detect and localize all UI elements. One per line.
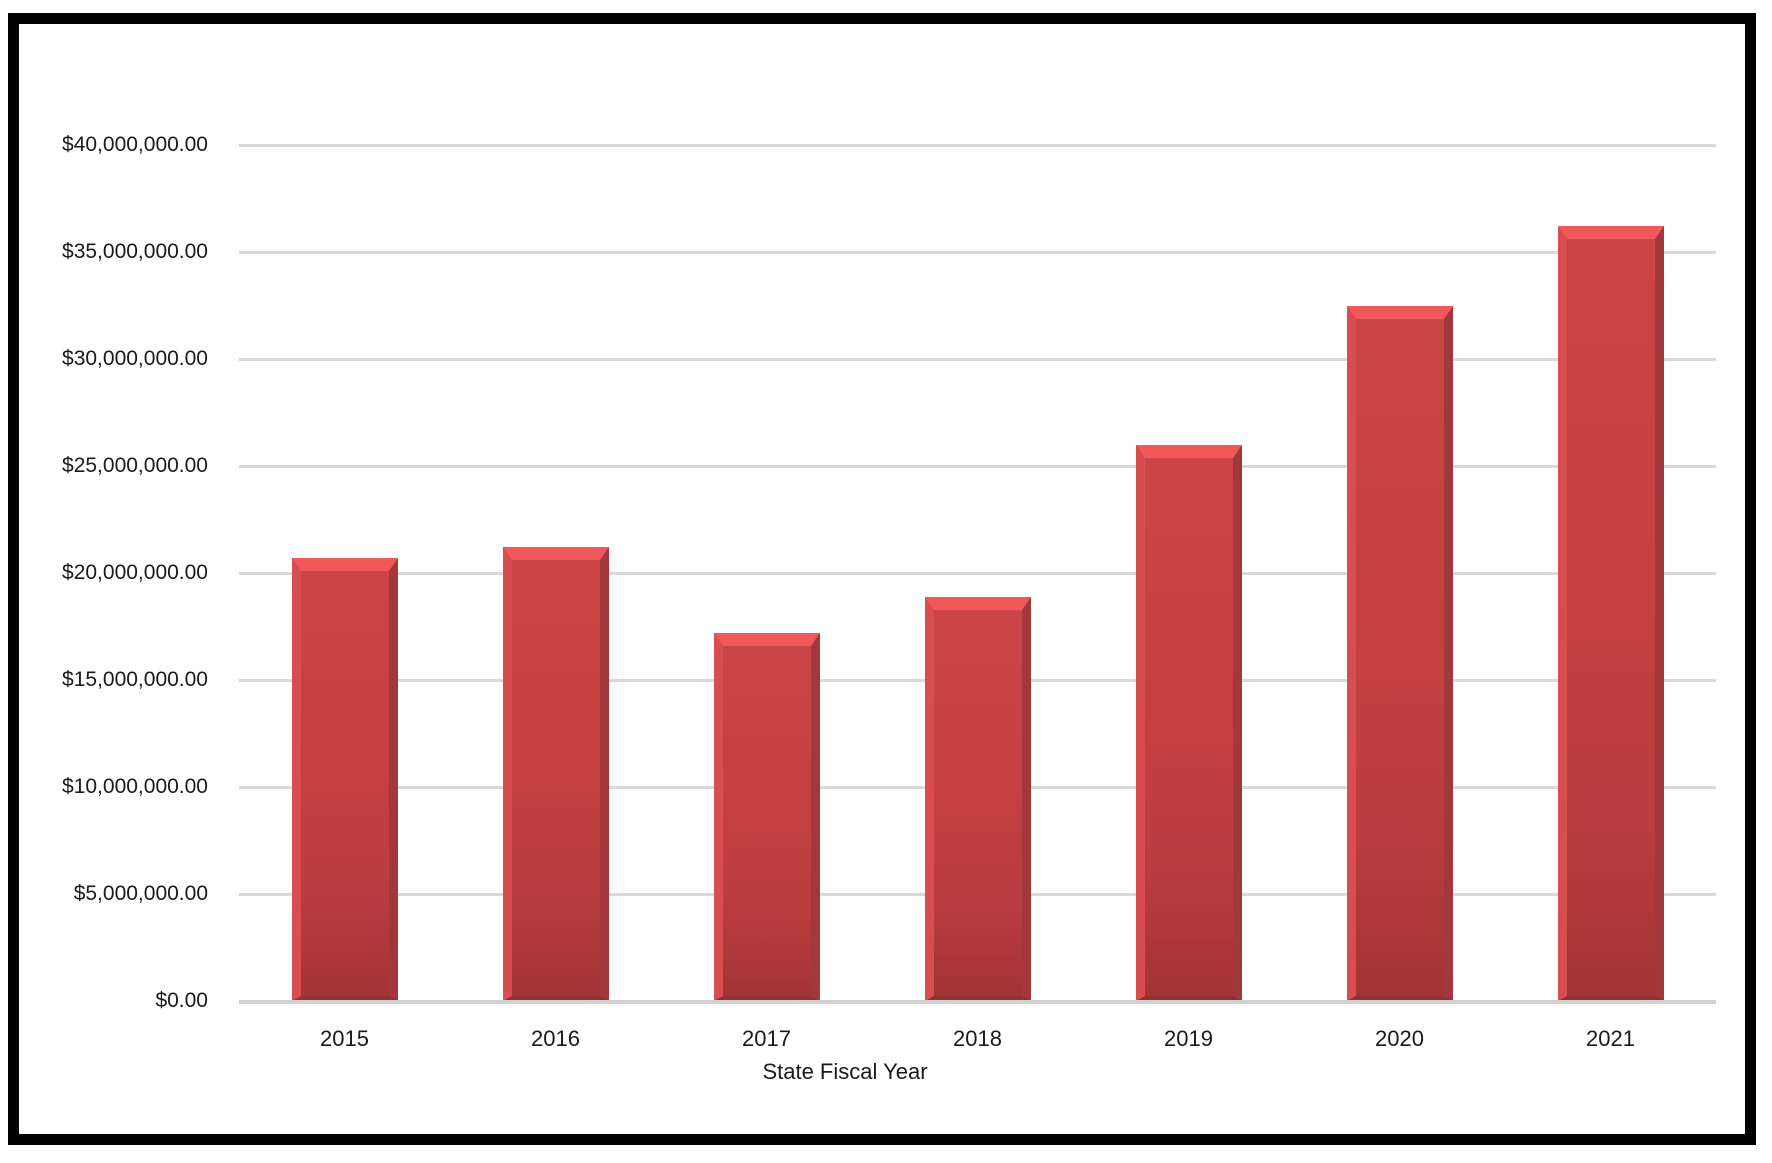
x-axis-title: State Fiscal Year	[762, 1059, 928, 1084]
y-axis-tick-label: $10,000,000.00	[62, 775, 208, 798]
x-axis-tick-label: 2019	[1164, 1026, 1213, 1051]
x-axis-tick-label: 2017	[742, 1026, 791, 1051]
bar-2017	[713, 632, 820, 1001]
y-axis-tick-label: $5,000,000.00	[73, 882, 208, 905]
x-axis-tick-label: 2018	[953, 1026, 1002, 1051]
gridline	[239, 572, 1716, 575]
bar-2019	[1135, 444, 1242, 1001]
bar-2018	[924, 596, 1031, 1001]
x-axis-tick-label: 2020	[1375, 1026, 1424, 1051]
x-axis-tick-label: 2016	[531, 1026, 580, 1051]
bar-2021	[1557, 226, 1664, 1001]
x-axis-tick-label: 2015	[320, 1026, 369, 1051]
gridline	[239, 251, 1716, 254]
x-axis-baseline	[239, 1000, 1716, 1004]
y-axis-tick-label: $40,000,000.00	[62, 133, 208, 156]
gridline	[239, 465, 1716, 468]
bar-2016	[502, 547, 609, 1001]
y-axis-tick-label: $30,000,000.00	[62, 347, 208, 370]
gridline	[239, 144, 1716, 147]
y-axis-tick-label: $20,000,000.00	[62, 561, 208, 584]
y-axis-tick-label: $15,000,000.00	[62, 668, 208, 691]
bar-2020	[1346, 305, 1453, 1001]
gridline	[239, 358, 1716, 361]
y-axis-tick-label: $25,000,000.00	[62, 454, 208, 477]
chart-frame-border	[8, 13, 1756, 1145]
bar-2015	[291, 558, 398, 1001]
y-axis-tick-label: $35,000,000.00	[62, 240, 208, 263]
x-axis-tick-label: 2021	[1586, 1026, 1635, 1051]
y-axis-tick-label: $0.00	[155, 989, 208, 1012]
